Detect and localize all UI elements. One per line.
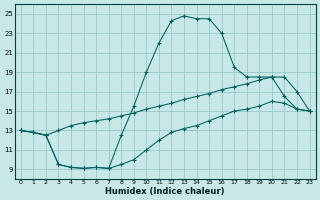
X-axis label: Humidex (Indice chaleur): Humidex (Indice chaleur) bbox=[106, 187, 225, 196]
